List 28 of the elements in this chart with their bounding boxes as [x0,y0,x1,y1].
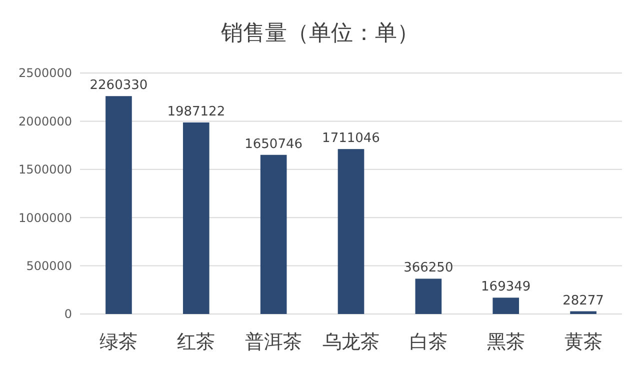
bar [182,122,210,314]
x-tick-label: 黄茶 [564,331,602,353]
y-tick-label: 1000000 [18,210,72,225]
data-label: 2260330 [90,78,148,94]
bar [338,149,364,314]
y-tick-label: 2000000 [18,114,72,128]
data-label: 28277 [562,293,604,308]
bar [106,96,132,314]
x-tick-label: 绿茶 [100,331,138,353]
x-tick-label: 乌龙茶 [322,331,380,353]
y-tick-label: 1500000 [18,162,72,177]
bar [260,154,287,314]
data-label: 1650746 [244,136,303,152]
x-tick-label: 红茶 [177,331,216,353]
data-label: 1987122 [167,104,226,120]
y-tick-label: 500000 [26,259,72,273]
data-label: 366250 [404,260,454,276]
data-label: 1711046 [322,131,380,146]
bar [570,311,596,314]
y-tick-label: 2500000 [18,66,72,80]
x-tick-label: 黑茶 [486,331,525,353]
x-tick-label: 白茶 [409,331,448,353]
y-tick-label: 0 [64,307,72,322]
bar [492,298,520,314]
x-tick-label: 普洱茶 [245,331,302,353]
bar [415,278,442,314]
data-label: 169349 [481,280,531,295]
chart-title: 销售量（单位：单） [220,21,419,46]
